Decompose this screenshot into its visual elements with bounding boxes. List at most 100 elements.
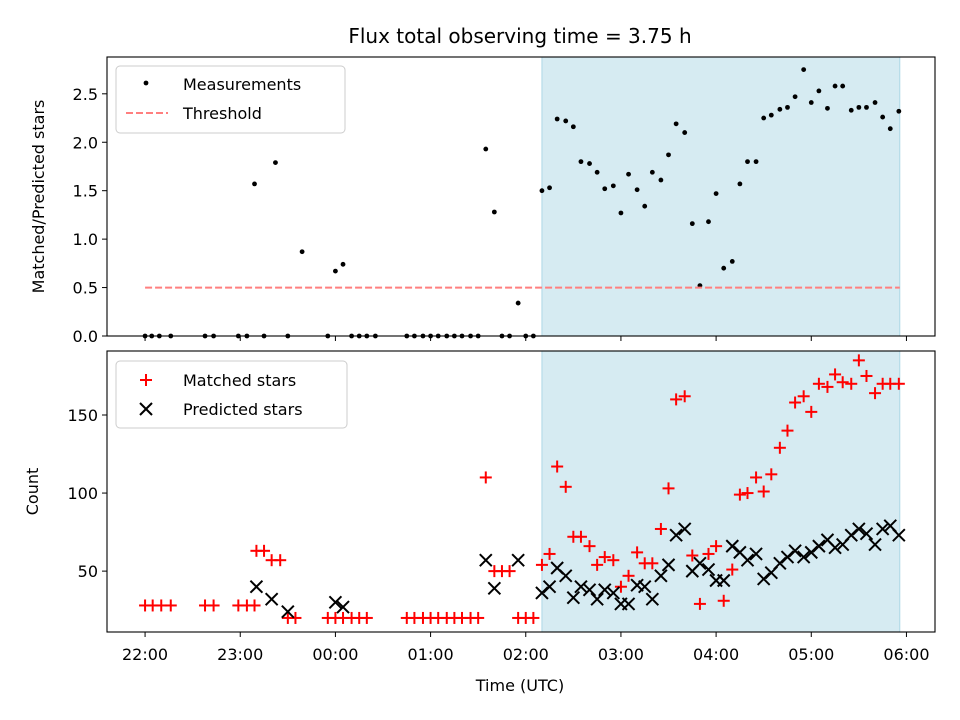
bottom-legend-box <box>115 360 348 429</box>
bottom-panel: 50 100 150 22:00 23:00 00:00 01:00 02:00 03:00 04… <box>23 350 936 695</box>
matched-star-point <box>289 611 302 624</box>
predicted-star-point <box>645 592 660 606</box>
predicted-star-point <box>654 569 668 583</box>
predicted-star-point <box>669 528 683 542</box>
matched-star-point <box>812 377 825 390</box>
matched-star-point <box>733 488 746 501</box>
matched-star-point <box>860 369 873 382</box>
predicted-star-point <box>693 556 707 571</box>
measurement-point <box>602 186 608 192</box>
measurement-point <box>333 268 338 274</box>
predicted-star-point <box>892 528 906 542</box>
measurement-point <box>777 106 783 112</box>
matched-star-point <box>258 544 271 557</box>
matched-star-point <box>607 554 620 567</box>
matched-star-point <box>710 540 723 553</box>
measurement-point <box>491 209 497 215</box>
y-tick-label: 1.0 <box>73 230 98 249</box>
predicted-star-point <box>264 592 279 606</box>
matched-star-point <box>852 354 865 367</box>
measurement-point <box>673 121 679 127</box>
predicted-star-point <box>740 553 755 567</box>
matched-star-point <box>702 547 715 560</box>
measurement-point <box>896 108 902 114</box>
measurement-point <box>848 107 854 113</box>
bottom-plot-marks <box>139 354 906 624</box>
bottom-observing-span <box>541 350 901 633</box>
matched-star-point <box>535 558 548 571</box>
measurement-point <box>666 152 671 158</box>
matched-star-point <box>614 580 627 593</box>
matched-star-point <box>741 487 754 500</box>
predicted-star-point <box>621 597 636 611</box>
measurement-point <box>515 300 521 306</box>
matched-star-point <box>662 482 675 495</box>
matched-star-point <box>726 563 739 576</box>
top-legend: Measurements Threshold <box>115 65 346 134</box>
matched-star-point <box>869 387 882 400</box>
measurement-point <box>872 100 878 105</box>
predicted-star-point <box>812 539 826 553</box>
matched-star-point <box>583 540 596 553</box>
matched-star-point <box>750 471 763 484</box>
matched-star-point <box>591 558 604 571</box>
y-tick-label: 100 <box>67 484 98 503</box>
measurement-point <box>761 115 767 121</box>
predicted-star-point <box>606 586 621 600</box>
matched-star-point <box>479 471 492 484</box>
matched-star-point <box>274 554 287 567</box>
matched-star-point <box>781 424 794 437</box>
y-tick-label: 0.0 <box>73 327 98 346</box>
matched-star-point <box>559 480 572 493</box>
matched-star-point <box>765 468 778 481</box>
measurement-point <box>626 171 631 177</box>
measurement-point <box>642 203 648 209</box>
matched-star-point <box>574 530 587 543</box>
measurement-point <box>658 177 664 183</box>
measurement-point <box>252 181 257 187</box>
matched-star-point <box>892 377 905 390</box>
measurement-point <box>840 83 846 89</box>
matched-star-point <box>805 405 818 418</box>
x-tick-label: 02:00 <box>503 645 549 664</box>
predicted-star-point <box>582 583 597 597</box>
predicted-star-point <box>479 553 493 567</box>
y-tick-label: 2.0 <box>73 133 98 152</box>
measurement-point <box>554 116 560 122</box>
matched-star-point <box>472 611 485 624</box>
measurement-point <box>825 105 830 111</box>
predicted-star-point <box>717 573 731 588</box>
measurement-point <box>563 118 569 124</box>
measurement-point <box>792 94 798 100</box>
measurement-point <box>721 265 727 271</box>
matched-star-point <box>829 368 842 381</box>
measurement-point <box>682 130 688 135</box>
matched-star-point <box>773 441 786 454</box>
matched-star-point <box>693 597 706 610</box>
y-tick-label: 1.5 <box>73 182 98 201</box>
matched-star-point <box>845 377 858 390</box>
predicted-star-point <box>701 562 716 577</box>
predicted-star-point <box>328 595 343 610</box>
x-tick-label: 06:00 <box>883 645 929 664</box>
predicted-star-point <box>796 550 811 564</box>
legend-matched-marker <box>140 374 152 386</box>
predicted-star-point <box>661 558 676 572</box>
measurement-point <box>578 159 584 165</box>
predicted-star-point <box>852 522 866 536</box>
bottom-axes-frame <box>106 350 936 633</box>
top-panel: 0.0 0.5 1.0 1.5 2.0 2.5 Matched/Predicted sta… <box>29 56 936 346</box>
bottom-legend: Matched stars Predicted stars <box>115 360 348 429</box>
predicted-star-point <box>566 590 581 605</box>
predicted-star-point <box>677 522 692 536</box>
predicted-star-point <box>590 592 604 606</box>
matched-star-point <box>503 565 516 578</box>
matched-star-point <box>622 569 635 582</box>
measurement-point <box>785 104 790 110</box>
measurement-point <box>689 221 695 227</box>
matched-star-point <box>717 594 730 607</box>
predicted-star-point <box>281 604 295 619</box>
measurement-point <box>768 112 774 118</box>
predicted-star-point <box>868 537 882 552</box>
measurement-point <box>649 169 655 175</box>
